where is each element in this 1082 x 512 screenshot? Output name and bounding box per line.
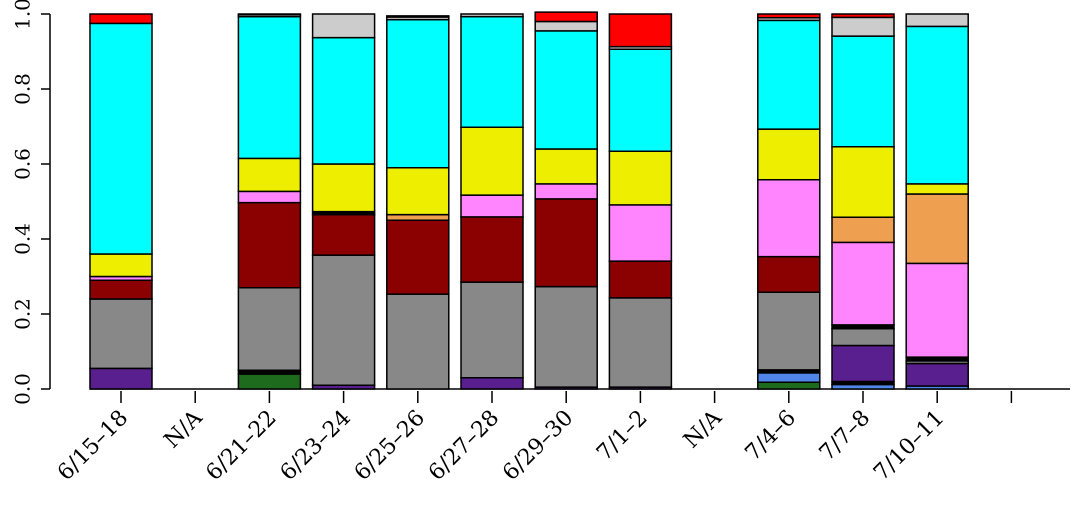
x-tick-label: 7/7–8 bbox=[815, 406, 875, 466]
bar-segment bbox=[831, 241, 895, 326]
bar-segment bbox=[534, 20, 598, 32]
y-tick-label: 0.6 bbox=[11, 148, 35, 180]
bar-segment bbox=[534, 198, 598, 288]
bar-segment bbox=[311, 213, 376, 256]
x-tick-label: N/A bbox=[679, 405, 728, 454]
x-axis: 6/15–18 N/A6/21–226/23–246/25–266/27–286/… bbox=[53, 388, 1070, 486]
bar-segment bbox=[608, 48, 673, 152]
bar-segment bbox=[460, 194, 524, 218]
bar-stack bbox=[89, 13, 153, 390]
bar-segment bbox=[757, 13, 821, 19]
bar-segment bbox=[831, 216, 895, 244]
bar-segment bbox=[386, 167, 450, 216]
bar-segment bbox=[757, 128, 821, 181]
bar-segment bbox=[534, 30, 598, 150]
x-tick-label: 7/1–2 bbox=[592, 406, 652, 466]
bar-segment bbox=[89, 253, 153, 278]
bars bbox=[89, 11, 969, 390]
bar-segment bbox=[608, 260, 673, 299]
x-tick-label: N/A bbox=[160, 405, 209, 454]
bar-segment bbox=[905, 183, 969, 195]
bar-segment bbox=[386, 219, 450, 295]
x-tick-label: 6/21–22 bbox=[201, 406, 281, 486]
bar-segment bbox=[905, 25, 969, 185]
bar-stack bbox=[905, 13, 969, 390]
x-tick-label: 6/27–28 bbox=[424, 406, 504, 486]
bar-stack bbox=[534, 11, 598, 390]
bar-segment bbox=[460, 13, 524, 18]
bar-segment bbox=[460, 216, 524, 283]
x-tick-label: 6/15–18 bbox=[53, 406, 133, 486]
bar-segment bbox=[237, 287, 302, 371]
bar-segment bbox=[89, 298, 153, 370]
bar-segment bbox=[89, 279, 153, 300]
bar-segment bbox=[757, 381, 821, 390]
bar-segment bbox=[831, 344, 895, 383]
bar-segment bbox=[534, 285, 598, 388]
x-tick-label: 7/10–11 bbox=[869, 406, 949, 486]
bar-segment bbox=[460, 281, 524, 379]
y-axis: 0.0 0.2 0.4 0.6 0.8 1.0 bbox=[11, 0, 51, 405]
bar-segment bbox=[386, 15, 450, 18]
bar-segment bbox=[831, 35, 895, 148]
bar-segment bbox=[237, 157, 302, 193]
bar-segment bbox=[237, 201, 302, 289]
bar-segment bbox=[757, 179, 821, 258]
bar-segment bbox=[905, 13, 969, 28]
bar-stack bbox=[608, 13, 673, 390]
bar-segment bbox=[831, 13, 895, 19]
bar-segment bbox=[534, 183, 598, 200]
bar-segment bbox=[608, 150, 673, 206]
bar-segment bbox=[386, 18, 450, 169]
bar-segment bbox=[237, 190, 302, 204]
bar-segment bbox=[460, 126, 524, 196]
x-tick-label: 7/4–6 bbox=[741, 406, 801, 466]
bar-segment bbox=[237, 15, 302, 160]
bar-segment bbox=[608, 13, 673, 48]
bar-segment bbox=[311, 254, 376, 386]
bar-segment bbox=[905, 362, 969, 387]
bar-segment bbox=[608, 297, 673, 388]
bar-stack bbox=[831, 13, 895, 390]
bar-segment bbox=[905, 193, 969, 265]
bar-segment bbox=[89, 367, 153, 390]
bar-segment bbox=[237, 373, 302, 390]
bar-segment bbox=[757, 372, 821, 383]
bar-segment bbox=[831, 327, 895, 347]
bar-segment bbox=[534, 148, 598, 185]
bar-segment bbox=[608, 204, 673, 262]
bar-segment bbox=[89, 13, 153, 25]
bar-stack bbox=[757, 13, 821, 390]
y-tick-label: 0.8 bbox=[11, 73, 35, 105]
bar-segment bbox=[311, 13, 376, 39]
x-tick-label: 6/25–26 bbox=[350, 406, 430, 486]
y-tick-label: 1.0 bbox=[11, 0, 35, 30]
bar-stack bbox=[386, 15, 450, 390]
bar-segment bbox=[905, 262, 969, 358]
bar-segment bbox=[831, 16, 895, 37]
x-tick-label: 6/23–24 bbox=[276, 406, 356, 486]
bar-segment bbox=[757, 291, 821, 371]
bar-stack bbox=[311, 13, 376, 390]
bar-segment bbox=[534, 11, 598, 23]
y-tick-label: 0.0 bbox=[11, 373, 35, 405]
y-tick-label: 0.2 bbox=[11, 298, 35, 330]
x-tick-label: 6/29–30 bbox=[498, 406, 578, 486]
bar-segment bbox=[757, 19, 821, 130]
bar-segment bbox=[757, 255, 821, 293]
bar-segment bbox=[386, 293, 450, 390]
bar-segment bbox=[460, 15, 524, 128]
y-tick-label: 0.4 bbox=[11, 223, 35, 255]
bar-segment bbox=[386, 213, 450, 221]
bar-segment bbox=[89, 22, 153, 255]
bar-segment bbox=[311, 163, 376, 213]
bar-segment bbox=[831, 146, 895, 218]
bar-segment bbox=[311, 36, 376, 165]
bar-stack bbox=[460, 13, 524, 390]
bar-segment bbox=[237, 13, 302, 16]
bar-stack bbox=[237, 13, 302, 390]
bar-segment bbox=[460, 377, 524, 390]
